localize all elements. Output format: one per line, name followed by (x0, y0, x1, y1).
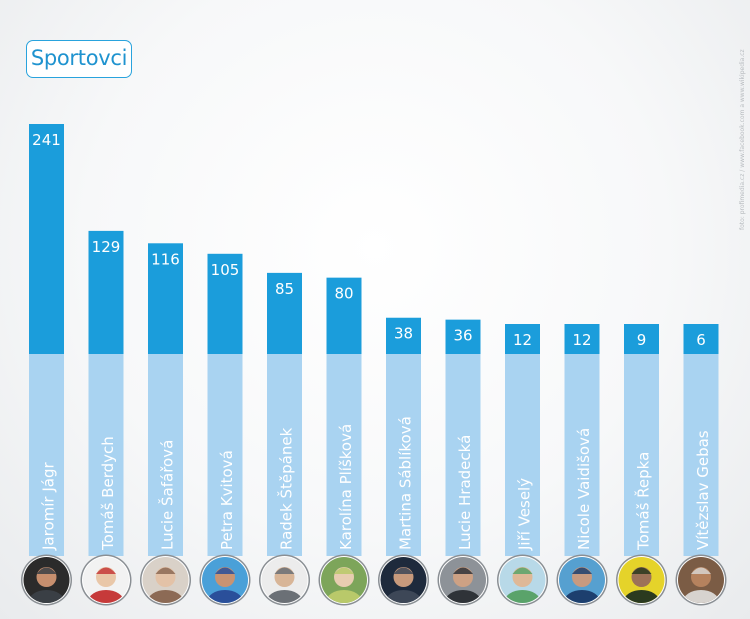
bar-group: 38 Martina Sáblíková (378, 317, 429, 606)
bar-group: 9 Tomáš Řepka (616, 324, 667, 606)
bar-value-label: 12 (572, 331, 591, 349)
category-label: Nicole Vaidišová (575, 428, 593, 550)
chart-title: Sportovci (26, 40, 132, 78)
category-label: Vítězslav Gebas (694, 430, 712, 550)
athlete-photo (199, 554, 251, 606)
bar-group: 241 Jaromír Jágr (21, 124, 72, 606)
category-label: Jaromír Jágr (40, 462, 58, 551)
category-label: Karolína Plíšková (337, 424, 355, 550)
bar-value-label: 80 (334, 285, 353, 303)
bar-value-label: 116 (151, 250, 180, 268)
bar-group: 12 Jiří Veselý (497, 324, 548, 606)
athlete-photo (437, 554, 489, 606)
category-label: Lucie Šafářová (158, 440, 177, 550)
athlete-photo (140, 554, 191, 606)
bar-label-segment (445, 354, 481, 556)
bar-value-segment (148, 243, 183, 354)
category-label: Martina Sáblíková (397, 416, 415, 550)
bar-value-segment (564, 324, 600, 354)
category-label: Petra Kvitová (218, 450, 236, 550)
athlete-photo (259, 554, 310, 606)
athlete-photo (21, 554, 72, 606)
bar-value-segment (445, 319, 481, 354)
athlete-photo (497, 554, 548, 606)
category-label: Tomáš Berdych (99, 436, 117, 551)
bar-label-segment (29, 354, 64, 556)
bar-value-label: 105 (211, 261, 240, 279)
bar-value-segment (207, 253, 243, 354)
bar-value-label: 36 (453, 327, 472, 345)
athlete-photo (675, 554, 727, 606)
bar-label-segment (207, 354, 243, 556)
athlete-photo (80, 554, 132, 606)
bar-value-label: 6 (696, 331, 706, 349)
bar-value-segment (326, 277, 362, 354)
bar-label-segment (624, 354, 659, 556)
bar-value-segment (683, 324, 719, 354)
bar-group: 105 Petra Kvitová (199, 253, 251, 606)
bar-value-label: 38 (394, 325, 413, 343)
bar-value-label: 12 (513, 331, 532, 349)
athlete-photo (616, 554, 667, 606)
bar-group: 129 Tomáš Berdych (80, 230, 132, 606)
bar-group: 85 Radek Štěpánek (259, 272, 310, 606)
bar-value-segment (386, 317, 421, 354)
category-label: Jiří Veselý (516, 478, 534, 551)
category-label: Radek Štěpánek (277, 427, 296, 550)
bar-value-segment (88, 230, 124, 354)
bar-group: 116 Lucie Šafářová (140, 243, 191, 606)
bar-label-segment (386, 354, 421, 556)
category-label: Tomáš Řepka (634, 452, 653, 551)
bar-label-segment (505, 354, 540, 556)
bar-value-label: 85 (275, 280, 294, 298)
bar-value-segment (29, 124, 64, 354)
athlete-photo (318, 554, 370, 606)
bar-label-segment (326, 354, 362, 556)
bar-label-segment (683, 354, 719, 556)
bar-value-segment (267, 272, 302, 354)
bar-value-label: 241 (32, 131, 61, 149)
bar-value-segment (624, 324, 659, 354)
category-label: Lucie Hradecká (456, 435, 474, 550)
athlete-photo (378, 554, 429, 606)
bar-label-segment (88, 354, 124, 556)
bar-group: 36 Lucie Hradecká (437, 319, 489, 606)
bar-group: 80 Karolína Plíšková (318, 277, 370, 606)
bar-value-label: 129 (92, 238, 121, 256)
bar-value-label: 9 (637, 331, 647, 349)
bar-label-segment (564, 354, 600, 556)
bar-value-segment (505, 324, 540, 354)
athlete-photo (556, 554, 608, 606)
bar-label-segment (148, 354, 183, 556)
bar-label-segment (267, 354, 302, 556)
bar-group: 12 Nicole Vaidišová (556, 324, 608, 606)
bar-group: 6 Vítězslav Gebas (675, 324, 727, 606)
